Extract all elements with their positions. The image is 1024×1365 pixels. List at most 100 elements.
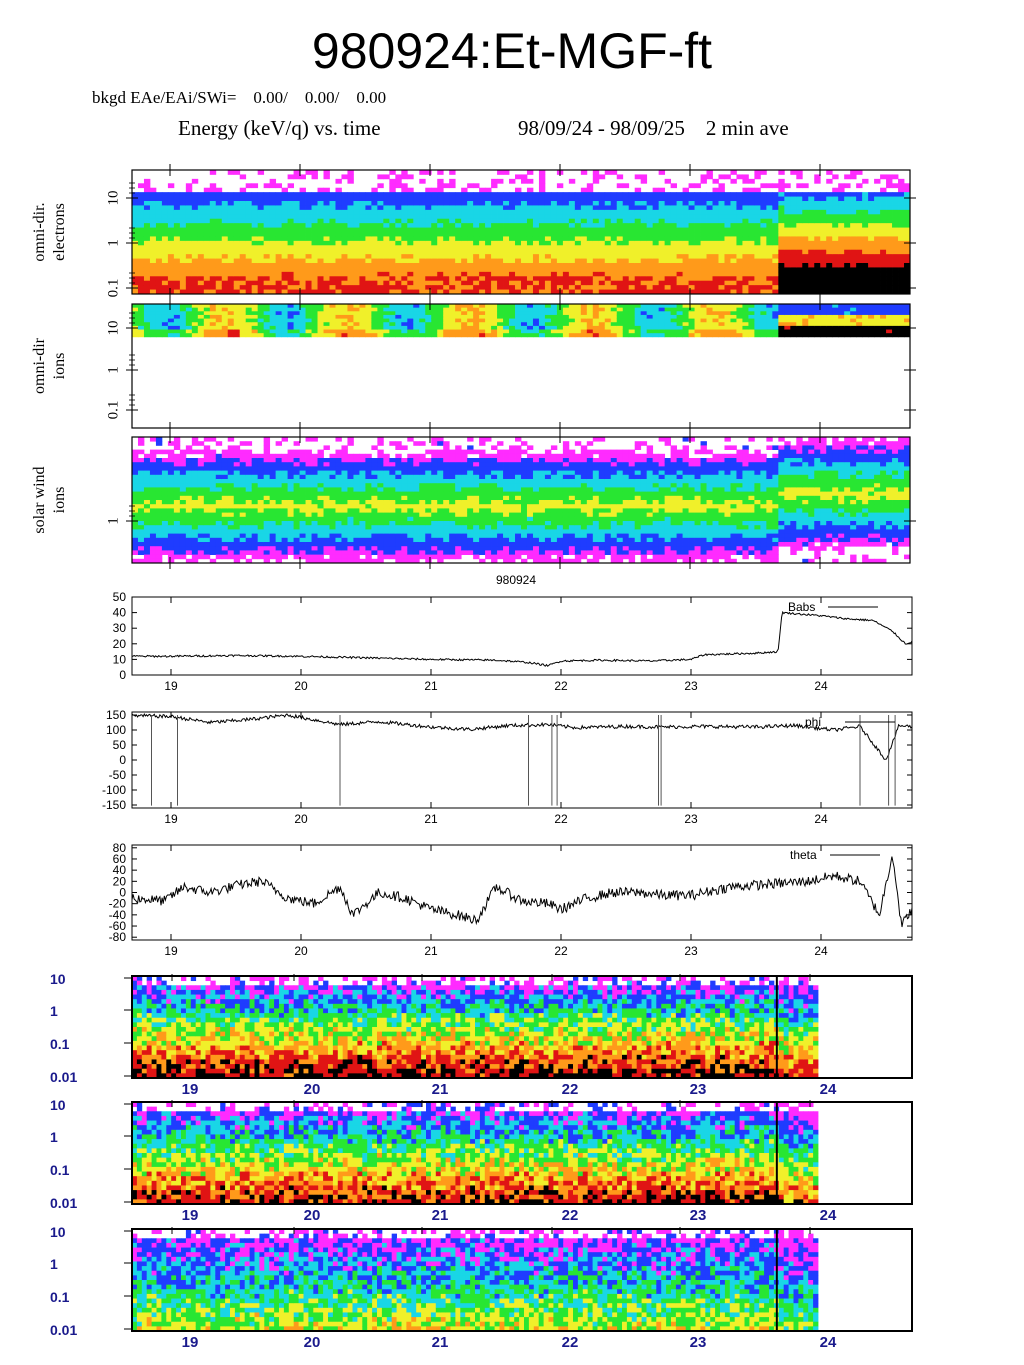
spectrogram-cell <box>718 318 725 323</box>
spectrogram-cell <box>179 474 187 480</box>
spectrogram-cell <box>694 223 701 228</box>
spectrogram-cell <box>586 192 594 197</box>
spectrogram-cell <box>556 285 564 290</box>
spectrogram-cell <box>844 174 851 180</box>
spectrogram-cell <box>664 271 672 277</box>
spectrogram-cell <box>173 504 181 509</box>
spectrogram-cell <box>892 254 899 259</box>
spectrogram-cell <box>245 333 253 338</box>
spectrogram-cell <box>275 218 283 224</box>
spectrogram-cell <box>652 187 660 193</box>
spectrogram-cell <box>263 196 271 202</box>
spectrogram-cell <box>455 329 462 334</box>
spectrogram-cell <box>532 236 540 242</box>
spectrogram-cell <box>437 314 444 319</box>
spectrogram-cell <box>670 267 677 273</box>
spectrogram-cell <box>353 209 360 215</box>
spectrogram-cell <box>431 209 438 215</box>
spectrogram-cell <box>197 554 205 560</box>
spectrogram-cell <box>880 258 887 264</box>
spectrogram-cell <box>790 263 797 268</box>
spectrogram-cell <box>365 329 372 334</box>
spectrogram-cell <box>257 170 265 175</box>
spectrogram-cell <box>359 227 366 233</box>
spectrogram-cell <box>239 314 247 319</box>
spectrogram-cell <box>700 271 707 277</box>
spectrogram-cell <box>467 232 474 237</box>
spectrogram-cell <box>628 304 636 309</box>
spectrogram-cell <box>215 521 223 526</box>
spectrogram-cell <box>137 263 145 268</box>
spectrogram-cell <box>868 280 875 286</box>
spectrogram-cell <box>215 325 223 330</box>
spectrogram-cell <box>538 249 546 255</box>
spectrogram-cell <box>389 178 396 184</box>
spectrogram-cell <box>395 333 402 338</box>
spectrogram-cell <box>335 218 342 224</box>
spectrogram-cell <box>209 470 217 476</box>
spectrogram-cell <box>251 276 259 282</box>
spectrogram-cell <box>377 285 384 290</box>
spectrogram-cell <box>868 232 875 237</box>
spectrogram-cell <box>215 223 223 228</box>
spectrogram-cell <box>886 289 893 295</box>
spectrogram-cell <box>700 245 707 251</box>
spectrogram-cell <box>185 254 193 259</box>
spectrogram-cell <box>814 227 821 233</box>
spectrogram-cell <box>802 311 809 316</box>
spectrogram-cell <box>754 318 761 323</box>
spectrogram-cell <box>826 240 833 246</box>
spectrogram-cell <box>161 491 169 497</box>
spectrogram-cell <box>227 529 235 534</box>
spectrogram-cell <box>149 236 157 242</box>
spectrogram-cell <box>730 236 737 242</box>
spectrogram-cell <box>586 285 594 290</box>
spectrogram-cell <box>173 521 181 526</box>
spectrogram-cell <box>455 325 462 330</box>
spectrogram-cell <box>688 249 695 255</box>
spectrogram-cell <box>203 205 211 211</box>
spectrogram-cell <box>203 263 211 268</box>
spectrogram-cell <box>700 192 707 197</box>
spectrogram-cell <box>299 187 306 193</box>
spectrogram-cell <box>562 280 570 286</box>
spectrogram-cell <box>197 209 205 215</box>
spectrogram-cell <box>754 214 761 220</box>
spectrogram-cell <box>509 329 516 334</box>
spectrogram-cell <box>329 218 336 224</box>
spectrogram-cell <box>203 196 211 202</box>
spectrogram-cell <box>377 183 384 189</box>
spectrogram-cell <box>862 263 869 268</box>
spectrogram-cell <box>778 192 785 197</box>
spectrogram-cell <box>299 289 306 295</box>
spectrogram-cell <box>526 318 534 323</box>
spectrogram-cell <box>616 192 624 197</box>
spectrogram-cell <box>538 205 546 211</box>
spectrogram-cell <box>137 521 145 526</box>
spectrogram-cell <box>838 196 845 202</box>
spectrogram-cell <box>461 333 468 338</box>
spectrogram-cell <box>305 192 312 197</box>
spectrogram-cell <box>526 314 534 319</box>
spectrogram-cell <box>568 263 576 268</box>
spectrogram-cell <box>724 192 731 197</box>
spectrogram-cell <box>191 458 199 463</box>
spectrogram-cell <box>467 249 474 255</box>
spectrogram-cell <box>257 201 265 206</box>
spectrogram-cell <box>203 500 211 505</box>
spectrogram-cell <box>598 245 606 251</box>
spectrogram-cell <box>712 187 719 193</box>
spectrogram-cell <box>796 271 803 277</box>
spectrogram-cell <box>856 196 863 202</box>
spectrogram-cell <box>532 325 540 330</box>
spectrogram-cell <box>227 466 235 471</box>
spectrogram-cell <box>532 249 540 255</box>
spectrogram-cell <box>592 289 600 295</box>
spectrogram-cell <box>880 289 887 295</box>
spectrogram-cell <box>257 232 265 237</box>
spectrogram-cell <box>604 304 612 309</box>
spectrogram-cell <box>844 223 851 228</box>
spectrogram-cell <box>724 280 731 286</box>
spectrogram-cell <box>586 249 594 255</box>
spectrogram-cell <box>640 329 648 334</box>
